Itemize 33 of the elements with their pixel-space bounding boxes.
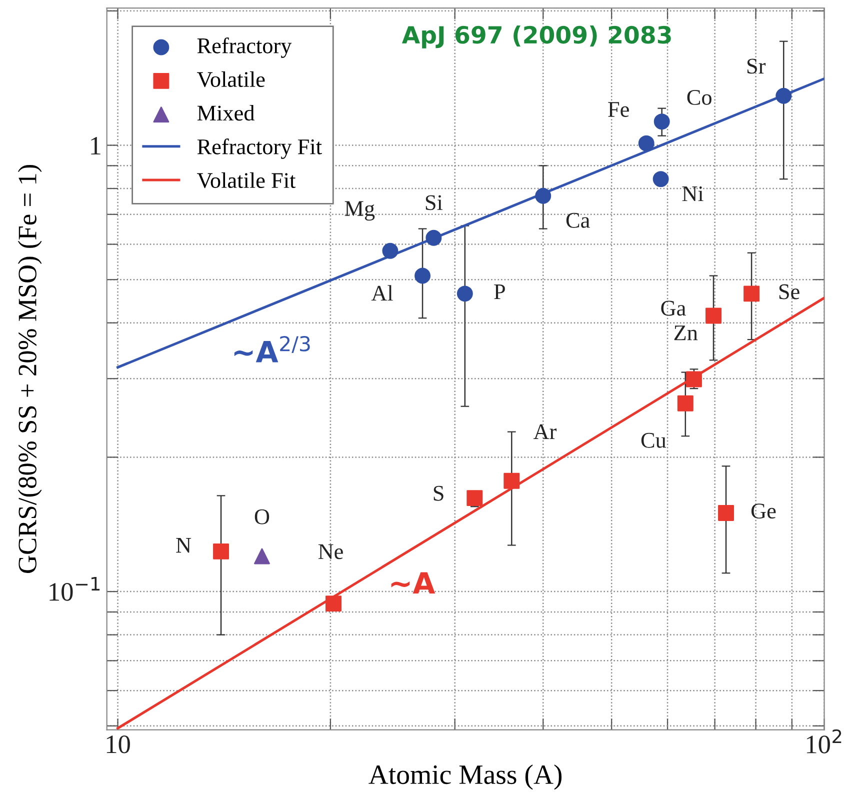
annotation: ~A$^{2/3}$ bbox=[234, 336, 310, 362]
annotation: Ar bbox=[533, 424, 557, 440]
annotation: Ga bbox=[661, 300, 686, 316]
annotation: P bbox=[494, 284, 505, 300]
legend-label: Volatile Fit bbox=[197, 172, 296, 188]
annotation: Mg bbox=[344, 201, 375, 221]
annotation: N bbox=[176, 538, 192, 553]
y-tick-label: 10$^{−1}$ bbox=[50, 577, 100, 601]
legend-label: Refractory bbox=[197, 37, 292, 58]
annotation: Al bbox=[371, 285, 393, 301]
x-axis-title: Atomic Mass (A) bbox=[368, 764, 562, 790]
annotation: S bbox=[434, 486, 444, 501]
legend-label: Volatile bbox=[197, 71, 265, 88]
annotation: O bbox=[254, 509, 270, 524]
legend-label: Refractory Fit bbox=[197, 138, 322, 159]
annotation: Sr bbox=[747, 58, 766, 74]
annotation: Zn bbox=[674, 326, 698, 340]
y-axis-title: GCRS/(80% SS + 20% MSO) (Fe = 1) bbox=[18, 164, 42, 573]
annotation: Cu bbox=[641, 432, 666, 448]
annotation: Fe bbox=[608, 102, 629, 117]
x-tick-label: 10 bbox=[106, 735, 130, 754]
annotation: Ne bbox=[318, 544, 343, 560]
annotation: Ca bbox=[566, 212, 590, 228]
legend-label: Mixed bbox=[197, 104, 254, 121]
annotation: Ge bbox=[751, 504, 776, 519]
annotation: Co bbox=[687, 90, 712, 105]
annotation: Ni bbox=[682, 186, 704, 202]
annotation: ~A bbox=[391, 572, 436, 594]
annotation: Si bbox=[426, 195, 443, 210]
annotation: ApJ 697 (2009) 2083 bbox=[402, 25, 671, 48]
x-tick-label: 10$^{2}$ bbox=[806, 729, 842, 754]
y-tick-label: 1 bbox=[91, 136, 100, 154]
annotation: Se bbox=[779, 284, 800, 300]
